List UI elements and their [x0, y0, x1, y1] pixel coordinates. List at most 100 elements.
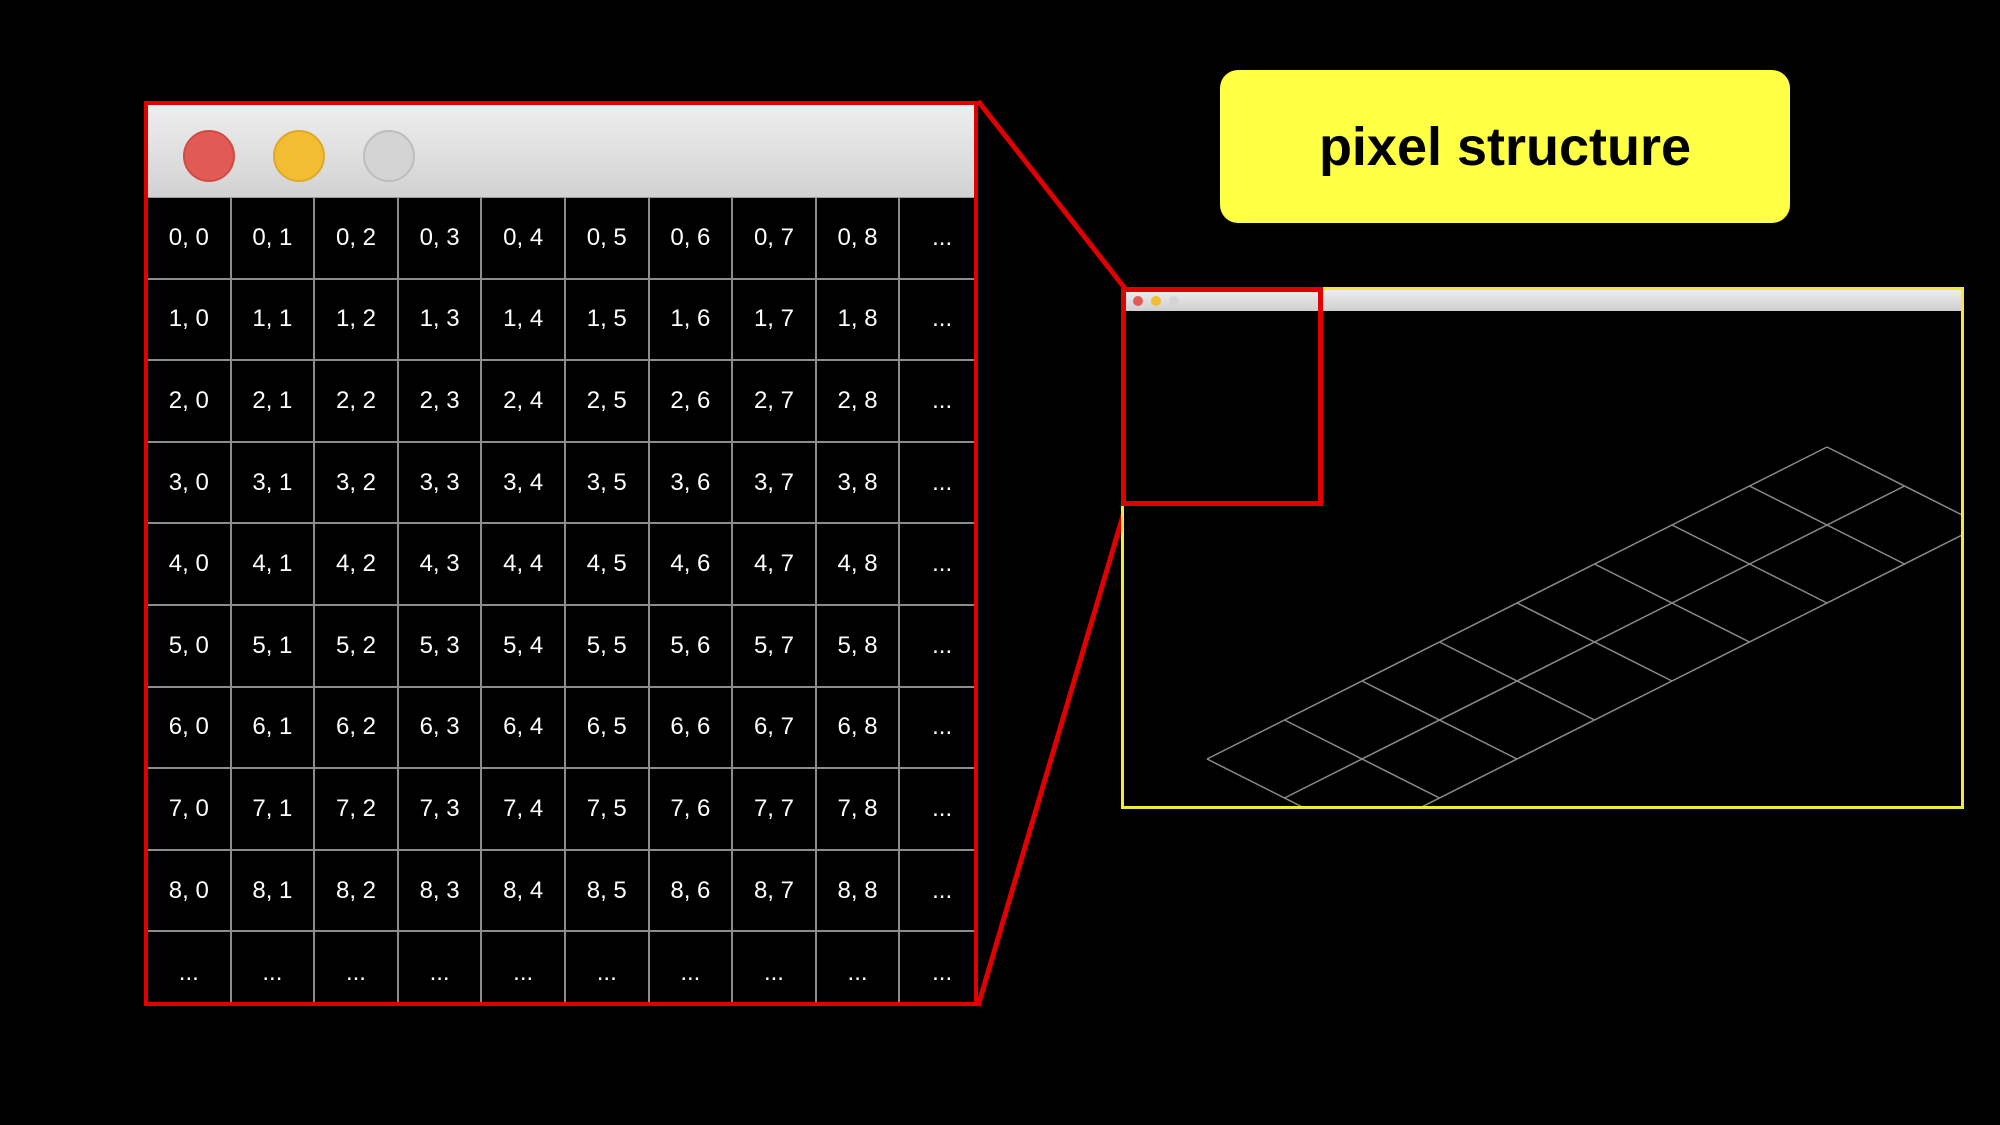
grid-cell: 5, 7	[733, 605, 817, 688]
grid-cell: ...	[650, 932, 734, 1002]
connector-line-top	[976, 99, 1129, 293]
grid-cell: 0, 7	[733, 198, 817, 280]
grid-cell: 6, 0	[148, 687, 232, 770]
grid-cell: 6, 5	[565, 687, 650, 770]
grid-cell: 2, 7	[733, 361, 817, 443]
small-window-titlebar	[1124, 290, 1961, 311]
grid-cell: 0, 2	[315, 198, 399, 280]
iso-grid-line	[1671, 524, 1828, 604]
grid-cell: ...	[900, 606, 974, 688]
grid-cell: 3, 8	[816, 442, 901, 525]
grid-cell: 1, 6	[649, 279, 734, 362]
grid-cell: 0, 1	[231, 198, 316, 280]
grid-cell: 6, 3	[398, 687, 483, 770]
grid-cell: ...	[900, 443, 974, 525]
grid-cell: 1, 5	[565, 279, 650, 362]
grid-cell: ...	[482, 932, 566, 1002]
grid-cell: 6, 1	[231, 687, 316, 770]
title-badge: pixel structure	[1220, 70, 1790, 223]
grid-cell: 5, 1	[231, 605, 316, 688]
page-title: pixel structure	[1318, 116, 1692, 177]
small-maximize-button[interactable]	[1169, 296, 1179, 306]
grid-cell: 7, 4	[482, 769, 566, 851]
grid-cell: 4, 4	[482, 524, 566, 606]
grid-cell: 7, 2	[315, 769, 399, 851]
grid-cell: 7, 5	[565, 769, 650, 851]
grid-cell: 1, 7	[733, 279, 817, 362]
grid-cell: 3, 6	[649, 442, 734, 525]
connector-line-bottom	[975, 501, 1130, 1007]
grid-cell: 2, 1	[231, 361, 316, 443]
pixel-coordinate-grid: 0, 0 0, 1 0, 2 0, 3 0, 4 0, 5 0, 6 0, 7 0, 8... 1…	[148, 198, 974, 1002]
grid-cell: 1, 8	[816, 279, 901, 362]
grid-cell: 2, 3	[398, 361, 483, 443]
isometric-grid	[1206, 446, 1961, 806]
zoomed-window-titlebar	[148, 105, 974, 198]
grid-cell: 8, 8	[816, 850, 901, 933]
grid-cell: 5, 5	[565, 605, 650, 688]
grid-cell: ...	[315, 932, 399, 1002]
grid-cell: 5, 0	[148, 605, 232, 688]
grid-cell: 8, 6	[649, 850, 734, 933]
grid-cell: 0, 8	[816, 198, 901, 280]
grid-cell: 4, 5	[565, 524, 650, 606]
grid-cell: 8, 1	[231, 850, 316, 933]
grid-cell: 5, 2	[315, 605, 399, 688]
grid-cell: 3, 7	[733, 442, 817, 525]
grid-cell: 8, 0	[148, 850, 232, 933]
grid-cell: 2, 5	[565, 361, 650, 443]
zoomed-window: 0, 0 0, 1 0, 2 0, 3 0, 4 0, 5 0, 6 0, 7 0, 8... 1…	[144, 101, 978, 1006]
grid-cell: ...	[900, 769, 974, 851]
grid-cell: 3, 5	[565, 442, 650, 525]
iso-grid-line	[1516, 602, 1673, 682]
grid-cell: 5, 3	[398, 605, 483, 688]
grid-cell: 2, 2	[315, 361, 399, 443]
small-close-button[interactable]	[1133, 296, 1143, 306]
grid-cell: 4, 0	[148, 524, 232, 606]
grid-cell: ...	[232, 932, 316, 1002]
small-minimize-button[interactable]	[1151, 296, 1161, 306]
grid-cell: 7, 7	[733, 769, 817, 851]
grid-cell: 3, 3	[398, 442, 483, 525]
grid-cell: 1, 4	[482, 279, 566, 362]
grid-cell: 7, 3	[398, 769, 483, 851]
grid-cell: 4, 7	[733, 524, 817, 606]
grid-cell: 3, 0	[148, 442, 232, 525]
grid-cell: 8, 4	[482, 850, 566, 933]
grid-cell: 5, 6	[649, 605, 734, 688]
grid-cell: 4, 3	[398, 524, 483, 606]
close-button[interactable]	[183, 130, 235, 182]
grid-cell: ...	[900, 198, 974, 280]
grid-cell: 0, 5	[565, 198, 650, 280]
grid-cell: 2, 0	[148, 361, 232, 443]
grid-cell: 6, 2	[315, 687, 399, 770]
maximize-button[interactable]	[363, 130, 415, 182]
grid-cell: 4, 6	[649, 524, 734, 606]
small-window	[1121, 287, 1964, 809]
grid-cell: 0, 4	[482, 198, 566, 280]
grid-cell: 4, 1	[231, 524, 316, 606]
grid-cell: ...	[148, 932, 232, 1002]
iso-grid-line	[1749, 485, 1905, 565]
grid-cell: ...	[900, 524, 974, 606]
grid-cell: ...	[733, 932, 817, 1002]
grid-cell: 5, 4	[482, 605, 566, 688]
grid-cell: 5, 8	[816, 605, 901, 688]
grid-cell: 1, 0	[148, 279, 232, 362]
grid-cell: ...	[900, 361, 974, 443]
grid-cell: 7, 6	[649, 769, 734, 851]
minimize-button[interactable]	[273, 130, 325, 182]
grid-cell: 2, 6	[649, 361, 734, 443]
grid-cell: 0, 0	[148, 198, 232, 280]
grid-cell: 4, 8	[816, 524, 901, 606]
zoom-focus-rectangle	[1121, 287, 1323, 506]
iso-grid-line	[1826, 446, 1961, 516]
grid-cell: ...	[932, 959, 953, 987]
grid-cell: 0, 6	[649, 198, 734, 280]
iso-grid-line	[1421, 534, 1961, 806]
grid-cell: 2, 8	[816, 361, 901, 443]
grid-cell: 6, 7	[733, 687, 817, 770]
grid-cell: 6, 6	[649, 687, 734, 770]
grid-cell: 3, 1	[231, 442, 316, 525]
iso-grid-line	[1361, 680, 1518, 760]
